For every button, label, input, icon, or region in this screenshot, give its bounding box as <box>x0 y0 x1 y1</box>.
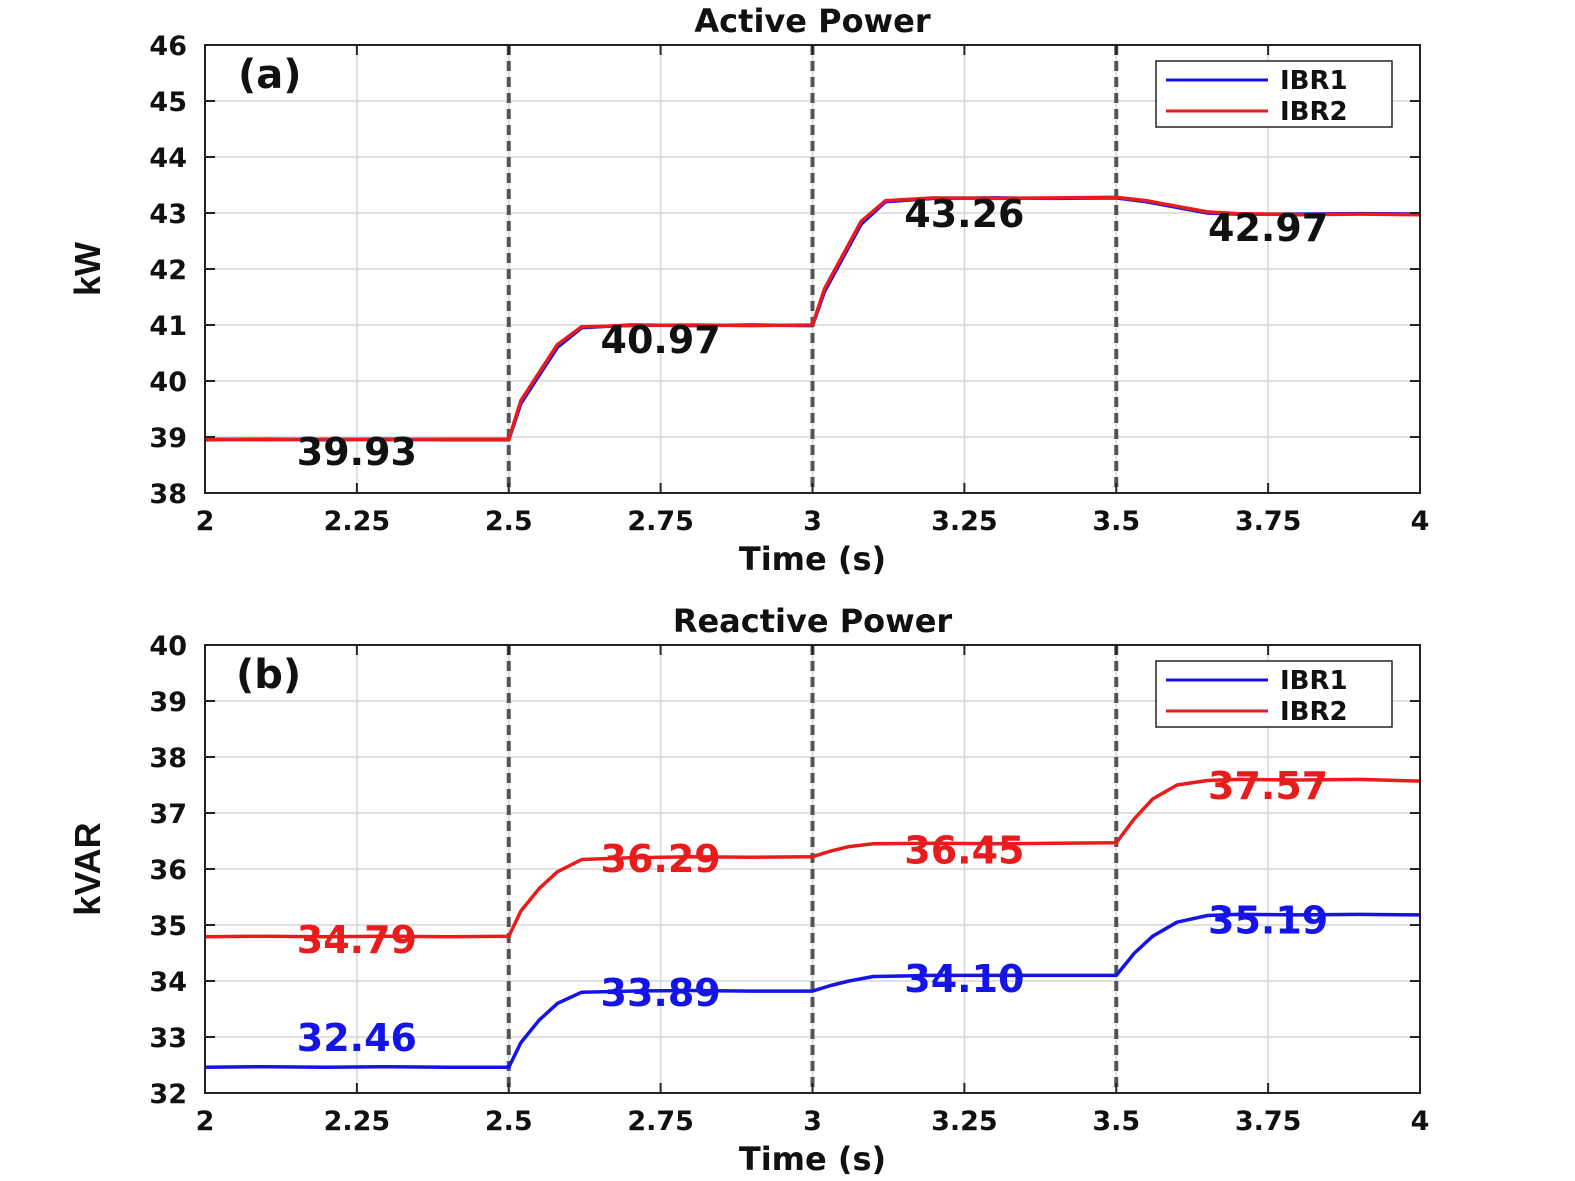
y-tick-label: 41 <box>149 311 187 342</box>
reactive-power-chart: 2 2.25 2.5 2.75 3 3.25 3.5 3.75 4 32 33 34 35 36 37 38 3… <box>67 602 1429 1178</box>
x-tick-label: 3 <box>803 1106 822 1137</box>
active-power-chart: 2 2.25 2.5 2.75 3 3.25 3.5 3.75 4 38 39 40 41 42 43 44 4… <box>67 2 1429 578</box>
x-tick-label: 3.25 <box>931 506 998 537</box>
x-axis-label: Time (s) <box>739 540 886 578</box>
legend-label: IBR1 <box>1280 666 1348 696</box>
y-tick-label: 46 <box>149 31 187 62</box>
x-tick-label: 2.5 <box>485 506 533 537</box>
y-tick-label: 36 <box>149 855 187 886</box>
value-annotation: 39.93 <box>297 430 417 474</box>
series-line-ibr2 <box>204 777 1421 939</box>
x-tick-label: 2.5 <box>485 1106 533 1137</box>
legend-box <box>1155 60 1393 128</box>
y-tick-label: 45 <box>149 87 187 118</box>
y-tick-label: 33 <box>149 1023 187 1054</box>
value-annotation: 40.97 <box>601 318 721 362</box>
x-tick-label: 3.25 <box>931 1106 998 1137</box>
x-axis-label: Time (s) <box>739 1140 886 1178</box>
legend-label: IBR1 <box>1280 66 1348 96</box>
value-annotation: 33.89 <box>601 971 721 1015</box>
series-line-ibr2 <box>204 195 1421 442</box>
x-tick-label: 2.75 <box>627 506 694 537</box>
x-tick-label: 3 <box>803 506 822 537</box>
y-tick-label: 43 <box>149 199 187 230</box>
value-annotation: 36.29 <box>601 837 721 881</box>
x-tick-label: 4 <box>1411 1106 1430 1137</box>
value-annotation: 32.46 <box>297 1016 417 1060</box>
chart-title: Reactive Power <box>673 602 953 640</box>
value-annotation: 42.97 <box>1208 206 1328 250</box>
value-annotation: 34.79 <box>297 918 417 962</box>
y-tick-label: 39 <box>149 423 187 454</box>
x-tick-label: 2.75 <box>627 1106 694 1137</box>
value-annotation: 35.19 <box>1208 898 1328 942</box>
legend-label: IBR2 <box>1280 97 1348 127</box>
value-annotation: 37.57 <box>1208 764 1328 808</box>
y-tick-label: 38 <box>149 479 187 510</box>
x-tick-label: 2.25 <box>324 1106 391 1137</box>
y-tick-label: 40 <box>149 367 187 398</box>
x-tick-label: 3.75 <box>1235 1106 1302 1137</box>
panel-label: (b) <box>236 652 301 698</box>
y-tick-label: 32 <box>149 1079 187 1110</box>
x-tick-label: 3.5 <box>1092 1106 1140 1137</box>
y-tick-label: 35 <box>149 911 187 942</box>
x-tick-label: 2 <box>196 506 215 537</box>
y-tick-label: 34 <box>149 967 187 998</box>
y-tick-label: 37 <box>149 799 187 830</box>
value-annotation: 36.45 <box>904 828 1024 872</box>
panel-label: (a) <box>238 52 302 98</box>
y-axis-label: kVAR <box>67 822 108 915</box>
series-line-ibr1 <box>204 912 1421 1069</box>
y-tick-label: 39 <box>149 687 187 718</box>
x-tick-label: 2 <box>196 1106 215 1137</box>
y-tick-label: 44 <box>149 143 187 174</box>
y-axis-label: kW <box>67 242 108 296</box>
legend-label: IBR2 <box>1280 697 1348 727</box>
y-tick-label: 40 <box>149 631 187 662</box>
legend-box <box>1155 660 1393 728</box>
value-annotation: 34.10 <box>904 957 1024 1001</box>
x-tick-label: 3.5 <box>1092 506 1140 537</box>
x-tick-label: 2.25 <box>324 506 391 537</box>
value-annotation: 43.26 <box>904 192 1024 236</box>
y-tick-label: 42 <box>149 255 187 286</box>
x-tick-label: 3.75 <box>1235 506 1302 537</box>
chart-title: Active Power <box>694 2 930 40</box>
y-tick-label: 38 <box>149 743 187 774</box>
x-tick-label: 4 <box>1411 506 1430 537</box>
